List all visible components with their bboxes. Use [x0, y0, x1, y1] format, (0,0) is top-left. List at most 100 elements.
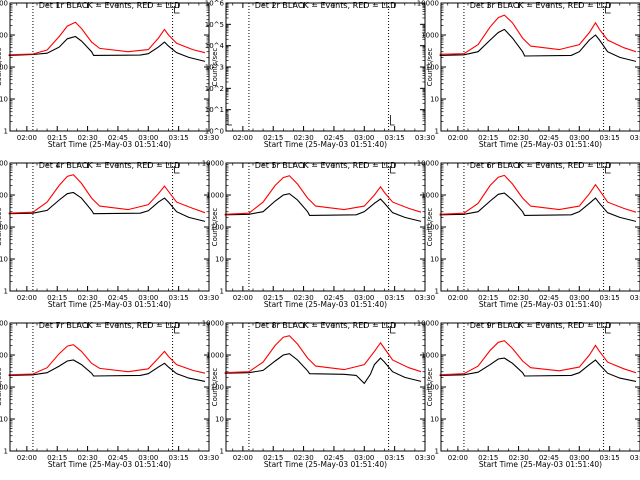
plot-frame — [9, 322, 210, 452]
y-tick-label: 10 — [430, 96, 439, 104]
chart-panel-2: Det 2r BLACK = Events, RED = LLD Counts/s… — [205, 0, 435, 149]
attenuator-bracket — [174, 326, 180, 334]
chart-title: Det 5r BLACK = Events, RED = LLD — [255, 161, 397, 170]
x-tick-label: 02:30 — [293, 134, 313, 142]
chart-title: Det 6r BLACK = Events, RED = LLD — [470, 161, 612, 170]
plot-frame — [9, 162, 210, 292]
y-tick-label: 10 — [215, 256, 224, 264]
series-line-2 — [8, 344, 206, 376]
y-tick-label: 10 — [0, 96, 8, 104]
y-axis-label: Counts/sec — [211, 368, 219, 407]
series-line-1 — [224, 193, 422, 222]
x-tick-label: 02:00 — [17, 134, 37, 142]
x-tick-label: 03:15 — [385, 454, 405, 462]
y-axis-label: Counts/sec — [211, 208, 219, 247]
x-tick-label: 03:15 — [600, 294, 620, 302]
x-tick-label: 02:30 — [77, 454, 97, 462]
x-axis-label: Start Time (25-May-03 01:51:40) — [48, 300, 171, 309]
attenuator-bracket — [605, 326, 611, 334]
chart-panel-9: Det 9r BLACK = Events, RED = LLD Counts/s… — [417, 320, 640, 469]
x-tick-label: 03:00 — [138, 134, 158, 142]
y-tick-label: 100 — [0, 64, 8, 72]
x-tick-label: 03:30 — [415, 294, 435, 302]
x-tick-label: 02:00 — [233, 294, 253, 302]
y-tick-label: 10000 — [0, 320, 8, 328]
series-line-2 — [8, 174, 206, 214]
x-tick-label: 02:45 — [324, 294, 344, 302]
y-tick-label: 10000 — [202, 320, 224, 328]
x-tick-label: 03:30 — [199, 134, 219, 142]
y-axis-label: Counts/sec — [211, 48, 219, 87]
x-axis-label: Start Time (25-May-03 01:51:40) — [264, 140, 387, 149]
y-tick-label: 10 — [0, 256, 8, 264]
x-tick-label: 02:45 — [539, 294, 559, 302]
series-line-2 — [8, 21, 206, 56]
chart-panel-8: Det 8r BLACK = Events, RED = LLD Counts/s… — [202, 320, 435, 470]
y-tick-label: 1 — [4, 448, 8, 456]
y-tick-label: 10^4 — [205, 42, 225, 50]
x-tick-label: 02:45 — [539, 134, 559, 142]
attenuator-bracket — [227, 115, 232, 126]
y-tick-label: 1000 — [206, 352, 224, 360]
y-tick-label: 10^0 — [205, 128, 224, 136]
y-tick-label: 10 — [215, 416, 224, 424]
y-tick-label: 1 — [220, 288, 224, 296]
y-tick-label: 1000 — [421, 32, 439, 40]
x-tick-label: 02:15 — [263, 134, 283, 142]
x-tick-label: 03:00 — [569, 134, 589, 142]
plot-frame — [440, 2, 640, 132]
chart-panel-5: Det 5r BLACK = Events, RED = LLD Counts/s… — [202, 160, 435, 310]
chart-title: Det 8r BLACK = Events, RED = LLD — [255, 321, 397, 330]
x-tick-label: 02:45 — [324, 134, 344, 142]
y-tick-label: 10 — [0, 416, 8, 424]
chart-title: Det 9r BLACK = Events, RED = LLD — [470, 321, 612, 330]
x-tick-label: 02:15 — [478, 294, 498, 302]
series-line-1 — [439, 28, 637, 62]
x-tick-label: 03:00 — [138, 454, 158, 462]
x-tick-label: 03:15 — [600, 454, 620, 462]
series-line-1 — [439, 357, 637, 382]
attenuator-bracket — [390, 115, 395, 126]
y-tick-label: 1 — [435, 288, 439, 296]
y-tick-label: 10000 — [0, 0, 8, 8]
x-tick-label: 03:15 — [385, 294, 405, 302]
y-tick-label: 100 — [211, 224, 224, 232]
y-tick-label: 1 — [435, 448, 439, 456]
series-line-1 — [439, 192, 637, 222]
chart-title: Det 2r BLACK = Events, RED = LLD — [255, 1, 397, 10]
y-tick-label: 10000 — [417, 0, 439, 8]
y-tick-label: 1000 — [0, 352, 8, 360]
x-tick-label: 02:00 — [17, 294, 37, 302]
x-tick-label: 03:00 — [354, 454, 374, 462]
x-axis-label: Start Time (25-May-03 01:51:40) — [264, 300, 387, 309]
chart-panel-4: Det 4r BLACK = Events, RED = LLD Counts/s… — [0, 160, 219, 310]
x-axis-label: Start Time (25-May-03 01:51:40) — [264, 460, 387, 469]
chart-panel-1: Det 1r BLACK = Events, RED = LLD Counts/s… — [0, 0, 219, 149]
y-tick-label: 1000 — [421, 352, 439, 360]
x-tick-label: 02:30 — [508, 454, 528, 462]
x-tick-label: 02:45 — [108, 294, 128, 302]
x-axis-label: Start Time (25-May-03 01:51:40) — [48, 460, 171, 469]
series-line-2 — [439, 14, 637, 55]
chart-title: Det 4r BLACK = Events, RED = LLD — [39, 161, 181, 170]
x-tick-label: 02:30 — [508, 134, 528, 142]
plot-frame — [225, 162, 426, 292]
attenuator-bracket — [605, 166, 611, 174]
y-tick-label: 100 — [426, 64, 439, 72]
y-axis-label: Counts/sec — [0, 48, 3, 87]
y-axis-label: Counts/sec — [426, 48, 434, 87]
chart-panel-3: Det 3r BLACK = Events, RED = LLD Counts/s… — [417, 0, 640, 149]
y-tick-label: 10000 — [417, 320, 439, 328]
series-line-2 — [224, 335, 422, 374]
x-axis-label: Start Time (25-May-03 01:51:40) — [479, 300, 602, 309]
x-tick-label: 02:00 — [448, 294, 468, 302]
series-line-2 — [224, 175, 422, 215]
y-tick-label: 1 — [220, 448, 224, 456]
x-tick-label: 03:30 — [199, 454, 219, 462]
x-tick-label: 03:15 — [385, 134, 405, 142]
series-line-2 — [439, 174, 637, 215]
x-tick-label: 03:15 — [169, 134, 189, 142]
y-tick-label: 1 — [435, 128, 439, 136]
y-tick-label: 10^2 — [205, 85, 224, 93]
